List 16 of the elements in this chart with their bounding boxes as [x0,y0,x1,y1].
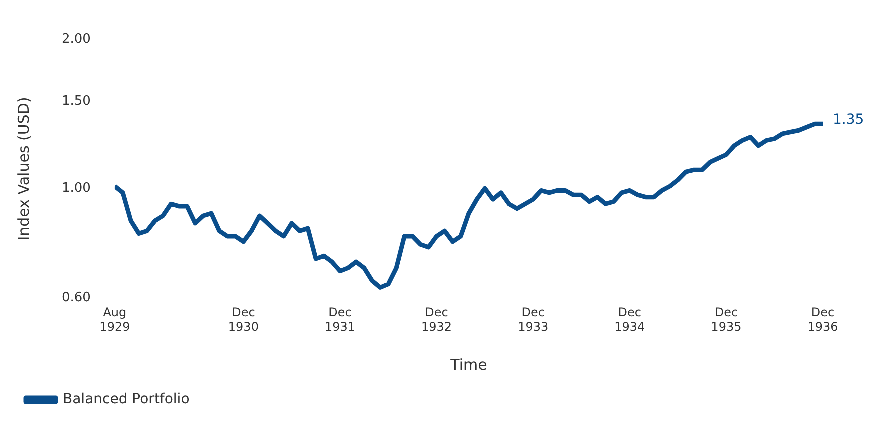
x-tick-label: Dec 1935 [711,306,742,334]
y-tick-label: 1.00 [62,180,91,196]
legend-label: Balanced Portfolio [63,392,190,408]
x-tick-label: Dec 1936 [808,306,838,334]
x-axis-title: Time [450,356,488,374]
x-tick-label: Dec 1930 [228,306,259,334]
y-tick-label: 1.50 [62,94,91,109]
x-tick-label: Dec 1932 [422,306,452,334]
y-tick-label: 2.00 [62,32,91,48]
y-axis-title: Index Values (USD) [14,97,33,241]
x-tick-label: Dec 1933 [518,306,549,334]
annotation: 1.35 [833,112,864,128]
y-tick-label: 0.60 [62,290,91,306]
x-tick-label: Dec 1934 [614,306,646,334]
x-tick-label: Dec 1931 [324,306,356,334]
x-tick-label: Aug 1929 [100,306,130,334]
